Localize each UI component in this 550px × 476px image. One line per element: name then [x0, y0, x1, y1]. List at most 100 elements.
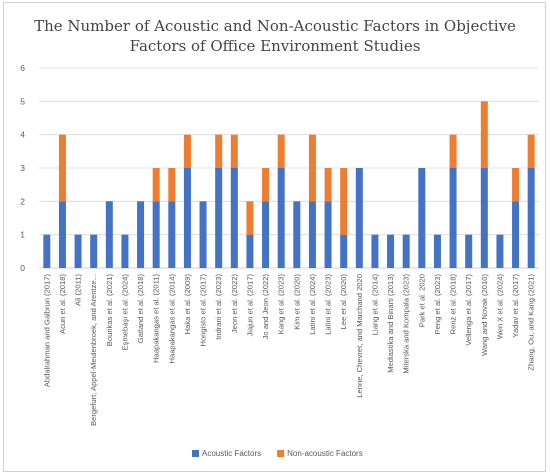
bar-segment [512, 168, 520, 202]
x-tick-label: Wen X et al. (2024) [495, 274, 504, 340]
x-tick-label: Bergefurt, Appel-Meulenbroek, and Arentz… [89, 274, 98, 426]
x-tick-label: Lenne, Chevret, and Marchand 2020 [355, 274, 364, 398]
bar-segment [277, 134, 285, 168]
bar-segment [262, 201, 270, 268]
bar-segment [496, 234, 504, 268]
bar-segment [480, 101, 488, 168]
x-tick-label: Latini et al. (2024) [308, 274, 317, 335]
bar-segment [121, 234, 129, 268]
bar-segment [371, 234, 379, 268]
bar-segment [418, 168, 426, 268]
x-tick-label: Vellenga et al. (2017) [464, 274, 473, 346]
x-tick-label: Renz et al. (2018) [449, 274, 458, 335]
bar-segment [512, 201, 520, 268]
x-tick-label: Liang et al. (2014) [370, 274, 379, 336]
bar-segment [183, 168, 191, 268]
bar-segment [215, 134, 223, 168]
bar-segment [308, 134, 316, 202]
bar-segment [215, 168, 223, 268]
bar-segment [324, 168, 332, 202]
x-tick-label: Peng et al. (2023) [433, 274, 442, 335]
bars [43, 101, 535, 268]
bar-segment [246, 201, 254, 235]
x-tick-label: Zhang, Ou, and Kang (2021) [527, 274, 536, 371]
chart-title: The Number of Acoustic and Non-Acoustic … [34, 17, 516, 55]
bar-segment [340, 168, 348, 235]
y-tick-label: 3 [20, 163, 25, 173]
bar-segment [262, 168, 270, 202]
bar-segment [230, 134, 238, 168]
stacked-bar-chart: The Number of Acoustic and Non-Acoustic … [20, 17, 539, 458]
x-tick-label: Jiajun et al. (2017) [245, 274, 254, 337]
x-tick-label: Park et al. 2020 [417, 274, 426, 327]
y-tick-label: 2 [20, 196, 25, 206]
bar-segment [324, 201, 332, 268]
legend: Acoustic Factors Non-acoustic Factors [192, 449, 363, 458]
bar-segment [355, 168, 363, 268]
x-tick-label: Acun et al. (2018) [58, 274, 67, 334]
bar-segment [168, 168, 176, 202]
y-tick-label: 1 [20, 230, 25, 240]
gridlines [39, 67, 539, 269]
chart-title-line-2: Factors of Office Environment Studies [130, 37, 421, 55]
legend-swatch [277, 450, 285, 457]
bar-segment [152, 168, 160, 202]
bar-segment [465, 234, 473, 268]
y-tick-label: 5 [20, 96, 25, 106]
legend-swatch [192, 450, 199, 457]
x-tick-label: Eşmebaşı et al. (2024) [120, 274, 129, 351]
y-tick-label: 4 [20, 130, 25, 140]
bar-segment [527, 134, 535, 168]
x-tick-label: Indrani et al. (2023) [214, 274, 223, 340]
bar-segment [199, 201, 207, 268]
bar-segment [387, 234, 395, 268]
bar-segment [183, 134, 191, 168]
bar-segment [43, 234, 51, 268]
bar-segment [74, 234, 82, 268]
chart-title-line-1: The Number of Acoustic and Non-Acoustic … [34, 17, 516, 35]
x-tick-label: Ali (2011) [74, 274, 83, 306]
x-tick-label: Haapakangas et al. (2014) [167, 274, 176, 364]
x-tick-label: Haapakangas et al. (2011) [152, 274, 161, 363]
x-tick-label: Hongisto et al. (2017) [199, 274, 208, 347]
x-tick-label: Miterska and Kompała (2023) [402, 274, 411, 374]
y-tick-label: 6 [20, 63, 25, 73]
bar-segment [137, 201, 145, 268]
x-tick-label: Kim et al. (2020) [292, 274, 301, 330]
x-axis-labels: Abdalrahman and Galbrun (2017) Acun et al… [42, 274, 535, 426]
x-tick-label: Haka et al. (2009) [183, 274, 192, 335]
chart-container: The Number of Acoustic and Non-Acoustic … [3, 2, 546, 472]
x-tick-label: Abdalrahman and Galbrun (2017) [42, 274, 51, 388]
bar-segment [527, 168, 535, 268]
bar-segment [340, 234, 348, 268]
x-tick-label: Wang and Novak (2010) [480, 274, 489, 357]
x-tick-label: Jeon et al. (2022) [230, 274, 239, 334]
bar-segment [293, 201, 301, 268]
x-tick-label: Yadav et al. (2017) [511, 274, 520, 338]
x-tick-label: Latini et al. (2023) [324, 274, 333, 335]
bar-segment [449, 168, 457, 268]
bar-segment [152, 201, 160, 268]
bar-segment [90, 234, 98, 268]
legend-label: Acoustic Factors [202, 449, 261, 458]
bar-segment [402, 234, 410, 268]
bar-segment [277, 168, 285, 268]
bar-segment [449, 134, 457, 168]
bar-segment [246, 234, 254, 268]
bar-segment [480, 168, 488, 268]
bar-segment [168, 201, 176, 268]
y-axis-ticks: 0 1 2 3 4 5 6 [20, 63, 25, 273]
bar-segment [58, 201, 66, 268]
x-tick-label: Gatland et al. (2018) [136, 274, 145, 344]
bar-segment [433, 234, 441, 268]
x-tick-label: Lee et al. (2020) [339, 274, 348, 330]
bar-segment [230, 168, 238, 268]
x-tick-label: Bourikas et al. (2021) [105, 274, 114, 347]
x-tick-label: Jo and Jeon (2022) [261, 274, 270, 340]
y-tick-label: 0 [20, 263, 25, 273]
bar-segment [308, 201, 316, 268]
bar-segment [105, 201, 113, 268]
legend-label: Non-acoustic Factors [287, 449, 363, 458]
bar-segment [58, 134, 66, 202]
x-tick-label: Mediastika and Binarti (2013) [386, 274, 395, 373]
